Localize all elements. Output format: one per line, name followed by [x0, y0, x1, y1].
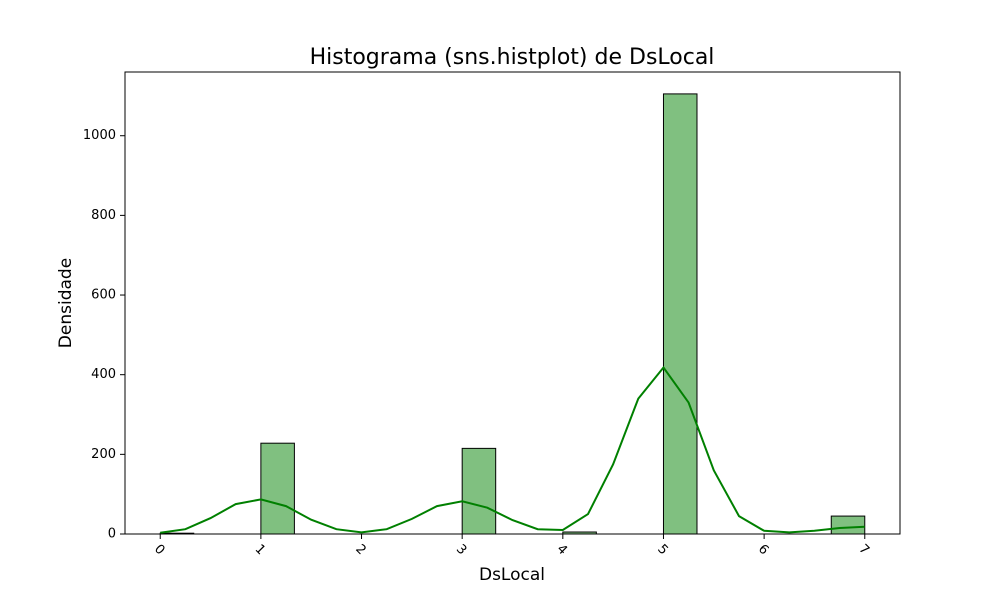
x-tick-label: 3	[453, 542, 469, 558]
y-tick-label: 1000	[83, 128, 116, 143]
histogram-bar-2	[461, 447, 497, 535]
x-tick-label: 0	[151, 542, 167, 558]
x-axis-label: DsLocal	[479, 565, 545, 585]
y-axis: 0 200 400 600 800 1000	[83, 128, 125, 542]
kde-curve	[160, 365, 865, 534]
x-tick-label: 1	[252, 542, 268, 558]
histogram-bar-1	[260, 442, 295, 535]
plot-frame	[124, 71, 901, 535]
histogram-bar-4	[662, 93, 698, 535]
x-tick-label: 2	[352, 542, 368, 558]
x-tick-label: 7	[856, 542, 872, 558]
y-axis-label: Densidade	[56, 258, 76, 348]
y-tick-label: 200	[91, 447, 116, 462]
histogram-bars	[159, 93, 866, 535]
histogram-bar-5	[830, 515, 866, 535]
y-tick-label: 400	[91, 367, 116, 382]
x-tick-label: 5	[654, 542, 670, 558]
y-tick-label: 600	[91, 288, 116, 303]
y-tick-label: 0	[108, 527, 116, 542]
x-tick-label: 4	[554, 542, 570, 558]
x-axis: 0 1 2 3 4 5 6 7	[151, 534, 872, 558]
y-tick-label: 800	[91, 208, 116, 223]
x-tick-label: 6	[755, 542, 771, 558]
chart-title: Histograma (sns.histplot) de DsLocal	[310, 45, 715, 70]
